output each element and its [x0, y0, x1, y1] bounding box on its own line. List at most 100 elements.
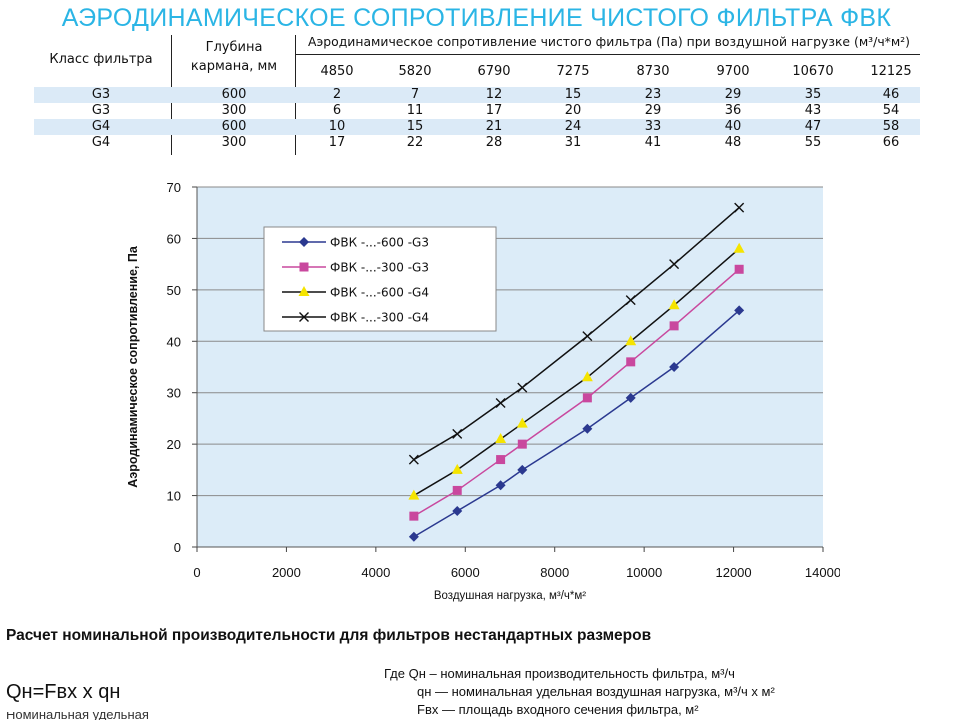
cell-value: 54	[882, 103, 900, 118]
cell-value: 46	[882, 87, 900, 102]
resistance-chart: 0 10 20 30 40 50 60 70 0 2000 4000 6000 8000 10000 120…	[126, 180, 840, 602]
cell-class: G4	[91, 119, 111, 134]
y-tick-label: 20	[167, 437, 181, 452]
y-axis-label: Аэродинамическое сопротивление, Па	[126, 245, 140, 488]
definition-qn-total: Где Qн – номинальная производительность …	[384, 666, 735, 681]
cut-off-text: Номинальная удельная воздушная...	[6, 712, 149, 720]
cell-depth: 600	[221, 87, 247, 102]
data-point	[582, 423, 593, 434]
cell-value: 22	[406, 135, 424, 150]
table-row: G4 300 17 22 28 31 41 48 55 66	[34, 135, 920, 151]
cell-value: 21	[485, 119, 503, 134]
load-header: 7275	[556, 64, 590, 79]
x-tick-label: 2000	[272, 565, 301, 580]
data-point	[733, 242, 745, 253]
data-point	[452, 506, 463, 516]
data-point	[625, 335, 637, 346]
cell-depth: 300	[221, 103, 247, 118]
data-point	[516, 417, 528, 428]
legend-item: ФВК -...-300 -G4	[282, 311, 429, 325]
cross-stroke	[452, 428, 463, 439]
header-depth-line2: кармана, мм	[190, 59, 278, 74]
table-row: G3 300 6 11 17 20 29 36 43 54	[34, 103, 920, 119]
cell-value: 47	[804, 119, 822, 134]
data-point	[452, 428, 463, 439]
cell-value: 17	[485, 103, 503, 118]
cell-class: G4	[91, 135, 111, 150]
cell-value: 20	[564, 103, 582, 118]
cell-value: 11	[406, 103, 424, 118]
cell-value: 58	[882, 119, 900, 134]
cell-class: G3	[91, 103, 111, 118]
load-header: 5820	[398, 64, 432, 79]
x-tick-label: 10000	[626, 565, 662, 580]
y-tick-label: 40	[167, 334, 181, 349]
cell-value: 33	[644, 119, 662, 134]
cell-value: 35	[804, 87, 822, 102]
series-line	[413, 268, 740, 517]
cell-value: 23	[644, 87, 662, 102]
cell-value: 24	[564, 119, 582, 134]
data-point	[408, 489, 420, 500]
data-point	[496, 455, 506, 465]
cell-depth: 300	[221, 135, 247, 150]
data-point	[409, 511, 419, 521]
definition-qn-specific: qн — номинальная удельная воздушная нагр…	[417, 684, 775, 699]
load-header: 4850	[320, 64, 354, 79]
load-header: 6790	[477, 64, 511, 79]
data-point	[625, 295, 636, 306]
data-point	[517, 382, 528, 393]
cell-value: 15	[564, 87, 582, 102]
series-line	[413, 309, 740, 538]
load-header: 10670	[792, 64, 834, 79]
data-point	[517, 439, 527, 449]
data-point	[582, 331, 593, 342]
cell-value: 15	[406, 119, 424, 134]
cell-value: 29	[644, 103, 662, 118]
cell-value: 29	[724, 87, 742, 102]
legend-item: ФВК -...-600 -G4	[282, 286, 429, 300]
cell-value: 40	[724, 119, 742, 134]
data-point	[734, 202, 745, 213]
cell-class: G3	[91, 87, 111, 102]
x-tick-label: 0	[193, 565, 200, 580]
legend-label: ФВК -...-600 -G4	[330, 286, 429, 300]
cross-stroke	[299, 312, 309, 322]
legend-item: ФВК -...-300 -G3	[282, 261, 429, 275]
page-title: АЭРОДИНАМИЧЕСКОЕ СОПРОТИВЛЕНИЕ ЧИСТОГО Ф…	[61, 4, 892, 32]
data-point	[451, 463, 463, 474]
cell-value: 10	[328, 119, 346, 134]
y-tick-label: 30	[167, 386, 181, 401]
section-heading: Расчет номинальной производительности дл…	[6, 627, 652, 644]
data-point	[625, 392, 636, 403]
cross-stroke	[582, 331, 593, 342]
series	[408, 202, 745, 465]
cell-value: 12	[485, 87, 503, 102]
y-tick-label: 50	[167, 283, 181, 298]
load-header: 12125	[870, 64, 912, 79]
table-row: G4 600 10 15 21 24 33 40 47 58	[34, 119, 920, 135]
series	[409, 264, 744, 521]
cross-stroke	[495, 398, 506, 408]
cell-value: 55	[804, 135, 822, 150]
legend-label: ФВК -...-600 -G3	[330, 236, 429, 250]
data-point	[299, 312, 309, 322]
data-point	[299, 262, 309, 272]
cell-depth: 600	[221, 119, 247, 134]
x-tick-label: 4000	[361, 565, 390, 580]
data-point	[495, 433, 507, 443]
definition-fin: Fвх — площадь входного сечения фильтра, …	[417, 702, 699, 717]
cell-value: 48	[724, 135, 742, 150]
data-point	[734, 264, 744, 274]
data-point	[668, 299, 680, 310]
series-line	[413, 207, 740, 461]
data-point	[298, 286, 310, 296]
data-point	[582, 393, 592, 403]
data-point	[581, 371, 593, 382]
row-stripe	[34, 87, 920, 103]
y-tick-label: 10	[167, 489, 181, 504]
data-point	[626, 357, 636, 367]
legend-item: ФВК -...-600 -G3	[282, 236, 429, 250]
x-tick-label: 8000	[540, 565, 569, 580]
cross-stroke	[517, 382, 528, 393]
